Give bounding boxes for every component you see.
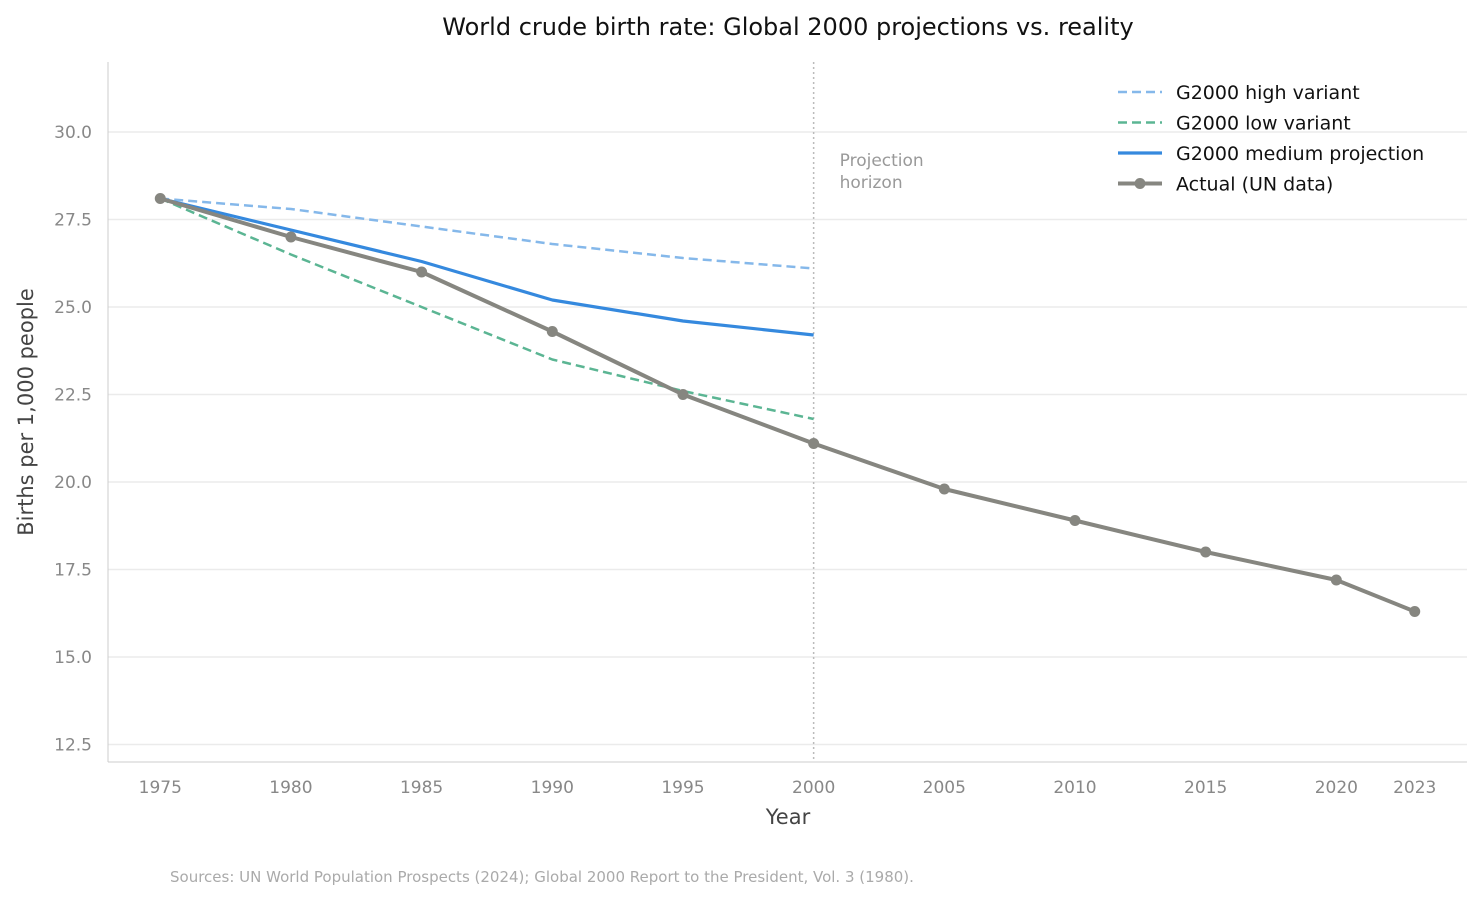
data-point (938, 483, 950, 495)
chart-title: World crude birth rate: Global 2000 proj… (442, 13, 1133, 41)
y-tick-label: 15.0 (54, 648, 92, 668)
y-tick-label: 20.0 (54, 473, 92, 493)
gridlines (108, 131, 1467, 746)
x-tick-label: 2005 (923, 778, 966, 798)
data-point (1200, 546, 1212, 558)
series-line-4 (159, 196, 1416, 614)
y-tick-label: 25.0 (54, 298, 92, 318)
annotation-horizon: horizon (840, 173, 903, 193)
x-axis-label: Year (765, 805, 811, 829)
data-point (677, 389, 689, 400)
series-line-3 (159, 196, 814, 337)
x-tick-label: 2023 (1393, 778, 1436, 798)
y-tick-label: 12.5 (54, 736, 92, 756)
x-tick-label: 1990 (531, 778, 574, 798)
x-tick-label: 1980 (269, 778, 312, 798)
y-tick-label: 17.5 (54, 561, 92, 581)
y-tick-label: 30.0 (54, 123, 92, 143)
data-point (1330, 574, 1342, 586)
series-line-2 (159, 197, 814, 421)
data-point (285, 231, 297, 243)
series-group (154, 193, 1421, 617)
legend-marker (1134, 178, 1146, 189)
legend-label: G2000 high variant (1176, 82, 1360, 104)
x-tick-label: 2015 (1184, 778, 1227, 798)
x-tick-label: 2000 (792, 778, 835, 798)
x-tick-label: 2010 (1053, 778, 1096, 798)
x-tick-label: 1975 (139, 778, 182, 798)
legend: G2000 high variant G2000 low variant G2000… (1118, 82, 1424, 196)
data-point (1069, 515, 1081, 526)
x-ticks: 1975 1980 1985 1990 1995 2000 2005 2010 2015 2020… (139, 778, 1437, 798)
annotation-projection: Projection (840, 151, 924, 171)
data-point (1409, 606, 1421, 617)
y-ticks: 12.5 15.0 17.5 20.0 22.5 25.0 27.5 30.0 (54, 123, 92, 756)
data-point (808, 438, 820, 449)
x-tick-label: 2020 (1315, 778, 1358, 798)
y-axis-label: Births per 1,000 people (14, 288, 38, 536)
series-line-1 (160, 197, 814, 270)
x-tick-label: 1995 (661, 778, 704, 798)
y-tick-label: 27.5 (54, 211, 92, 231)
data-point (546, 326, 558, 337)
data-point (154, 193, 166, 204)
data-point (416, 266, 428, 278)
legend-label: G2000 low variant (1176, 113, 1351, 135)
y-tick-label: 22.5 (54, 386, 92, 406)
x-tick-label: 1985 (400, 778, 443, 798)
legend-label: Actual (UN data) (1176, 174, 1333, 196)
source-note: Sources: UN World Population Prospects (… (170, 868, 914, 886)
legend-label: G2000 medium projection (1176, 143, 1424, 165)
